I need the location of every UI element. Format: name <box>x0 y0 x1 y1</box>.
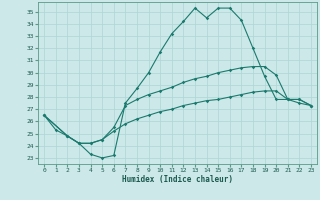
X-axis label: Humidex (Indice chaleur): Humidex (Indice chaleur) <box>122 175 233 184</box>
